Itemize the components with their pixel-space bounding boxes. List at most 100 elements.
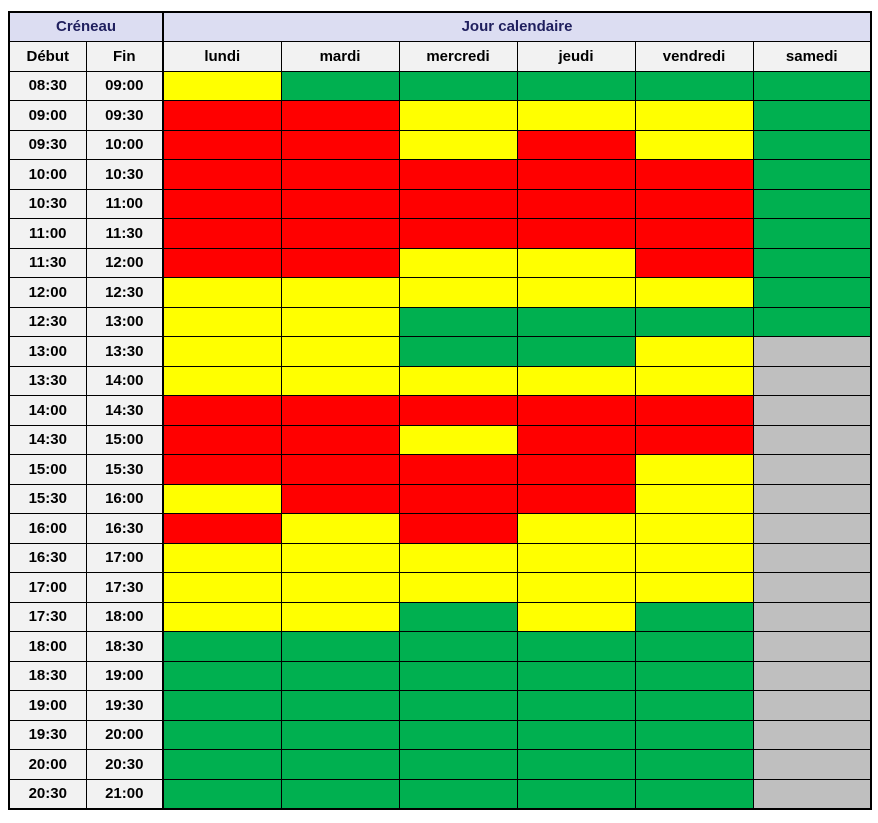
slot-cell-mardi[interactable]	[280, 513, 400, 544]
slot-cell-mercredi[interactable]	[398, 306, 518, 337]
slot-cell-mardi[interactable]	[280, 660, 400, 691]
slot-cell-lundi[interactable]	[162, 306, 282, 337]
slot-cell-mercredi[interactable]	[398, 188, 518, 219]
slot-cell-lundi[interactable]	[162, 483, 282, 514]
slot-cell-mardi[interactable]	[280, 631, 400, 662]
slot-cell-samedi[interactable]	[752, 277, 872, 308]
slot-cell-samedi[interactable]	[752, 572, 872, 603]
slot-cell-mardi[interactable]	[280, 395, 400, 426]
slot-cell-mercredi[interactable]	[398, 100, 518, 131]
slot-cell-mercredi[interactable]	[398, 159, 518, 190]
slot-cell-samedi[interactable]	[752, 778, 872, 809]
slot-cell-mercredi[interactable]	[398, 542, 518, 573]
slot-cell-samedi[interactable]	[752, 631, 872, 662]
slot-cell-mardi[interactable]	[280, 690, 400, 721]
slot-cell-samedi[interactable]	[752, 70, 872, 101]
slot-cell-jeudi[interactable]	[516, 572, 636, 603]
slot-cell-vendredi[interactable]	[634, 159, 754, 190]
slot-cell-lundi[interactable]	[162, 336, 282, 367]
slot-cell-samedi[interactable]	[752, 100, 872, 131]
slot-cell-lundi[interactable]	[162, 513, 282, 544]
slot-cell-lundi[interactable]	[162, 631, 282, 662]
slot-cell-vendredi[interactable]	[634, 218, 754, 249]
slot-cell-vendredi[interactable]	[634, 513, 754, 544]
slot-cell-vendredi[interactable]	[634, 188, 754, 219]
slot-cell-jeudi[interactable]	[516, 277, 636, 308]
slot-cell-mardi[interactable]	[280, 277, 400, 308]
slot-cell-mardi[interactable]	[280, 778, 400, 809]
slot-cell-lundi[interactable]	[162, 395, 282, 426]
slot-cell-lundi[interactable]	[162, 719, 282, 750]
slot-cell-jeudi[interactable]	[516, 513, 636, 544]
slot-cell-lundi[interactable]	[162, 454, 282, 485]
slot-cell-lundi[interactable]	[162, 749, 282, 780]
slot-cell-lundi[interactable]	[162, 424, 282, 455]
slot-cell-lundi[interactable]	[162, 159, 282, 190]
slot-cell-mercredi[interactable]	[398, 690, 518, 721]
slot-cell-lundi[interactable]	[162, 660, 282, 691]
slot-cell-jeudi[interactable]	[516, 159, 636, 190]
slot-cell-jeudi[interactable]	[516, 218, 636, 249]
slot-cell-mercredi[interactable]	[398, 336, 518, 367]
slot-cell-mercredi[interactable]	[398, 365, 518, 396]
slot-cell-mardi[interactable]	[280, 218, 400, 249]
slot-cell-jeudi[interactable]	[516, 778, 636, 809]
slot-cell-mardi[interactable]	[280, 572, 400, 603]
slot-cell-mercredi[interactable]	[398, 454, 518, 485]
slot-cell-samedi[interactable]	[752, 542, 872, 573]
slot-cell-vendredi[interactable]	[634, 749, 754, 780]
slot-cell-mardi[interactable]	[280, 306, 400, 337]
slot-cell-samedi[interactable]	[752, 129, 872, 160]
slot-cell-mardi[interactable]	[280, 100, 400, 131]
slot-cell-jeudi[interactable]	[516, 749, 636, 780]
slot-cell-mercredi[interactable]	[398, 218, 518, 249]
slot-cell-mercredi[interactable]	[398, 719, 518, 750]
slot-cell-samedi[interactable]	[752, 513, 872, 544]
slot-cell-jeudi[interactable]	[516, 100, 636, 131]
slot-cell-samedi[interactable]	[752, 395, 872, 426]
slot-cell-vendredi[interactable]	[634, 306, 754, 337]
slot-cell-lundi[interactable]	[162, 601, 282, 632]
slot-cell-lundi[interactable]	[162, 277, 282, 308]
slot-cell-jeudi[interactable]	[516, 601, 636, 632]
slot-cell-vendredi[interactable]	[634, 70, 754, 101]
slot-cell-lundi[interactable]	[162, 542, 282, 573]
slot-cell-mardi[interactable]	[280, 749, 400, 780]
slot-cell-jeudi[interactable]	[516, 188, 636, 219]
slot-cell-vendredi[interactable]	[634, 719, 754, 750]
slot-cell-vendredi[interactable]	[634, 572, 754, 603]
slot-cell-mardi[interactable]	[280, 129, 400, 160]
slot-cell-mercredi[interactable]	[398, 129, 518, 160]
slot-cell-mercredi[interactable]	[398, 631, 518, 662]
slot-cell-vendredi[interactable]	[634, 100, 754, 131]
slot-cell-vendredi[interactable]	[634, 395, 754, 426]
slot-cell-mercredi[interactable]	[398, 660, 518, 691]
slot-cell-mercredi[interactable]	[398, 601, 518, 632]
slot-cell-jeudi[interactable]	[516, 129, 636, 160]
slot-cell-mardi[interactable]	[280, 542, 400, 573]
slot-cell-lundi[interactable]	[162, 218, 282, 249]
slot-cell-mercredi[interactable]	[398, 483, 518, 514]
slot-cell-jeudi[interactable]	[516, 542, 636, 573]
slot-cell-samedi[interactable]	[752, 159, 872, 190]
slot-cell-lundi[interactable]	[162, 778, 282, 809]
slot-cell-samedi[interactable]	[752, 424, 872, 455]
slot-cell-jeudi[interactable]	[516, 690, 636, 721]
slot-cell-mardi[interactable]	[280, 454, 400, 485]
slot-cell-lundi[interactable]	[162, 129, 282, 160]
slot-cell-mercredi[interactable]	[398, 395, 518, 426]
slot-cell-mardi[interactable]	[280, 483, 400, 514]
slot-cell-vendredi[interactable]	[634, 690, 754, 721]
slot-cell-samedi[interactable]	[752, 306, 872, 337]
slot-cell-vendredi[interactable]	[634, 631, 754, 662]
slot-cell-lundi[interactable]	[162, 100, 282, 131]
slot-cell-samedi[interactable]	[752, 365, 872, 396]
slot-cell-mardi[interactable]	[280, 188, 400, 219]
slot-cell-mardi[interactable]	[280, 336, 400, 367]
slot-cell-vendredi[interactable]	[634, 336, 754, 367]
slot-cell-lundi[interactable]	[162, 188, 282, 219]
slot-cell-mercredi[interactable]	[398, 572, 518, 603]
slot-cell-vendredi[interactable]	[634, 365, 754, 396]
slot-cell-vendredi[interactable]	[634, 424, 754, 455]
slot-cell-jeudi[interactable]	[516, 483, 636, 514]
